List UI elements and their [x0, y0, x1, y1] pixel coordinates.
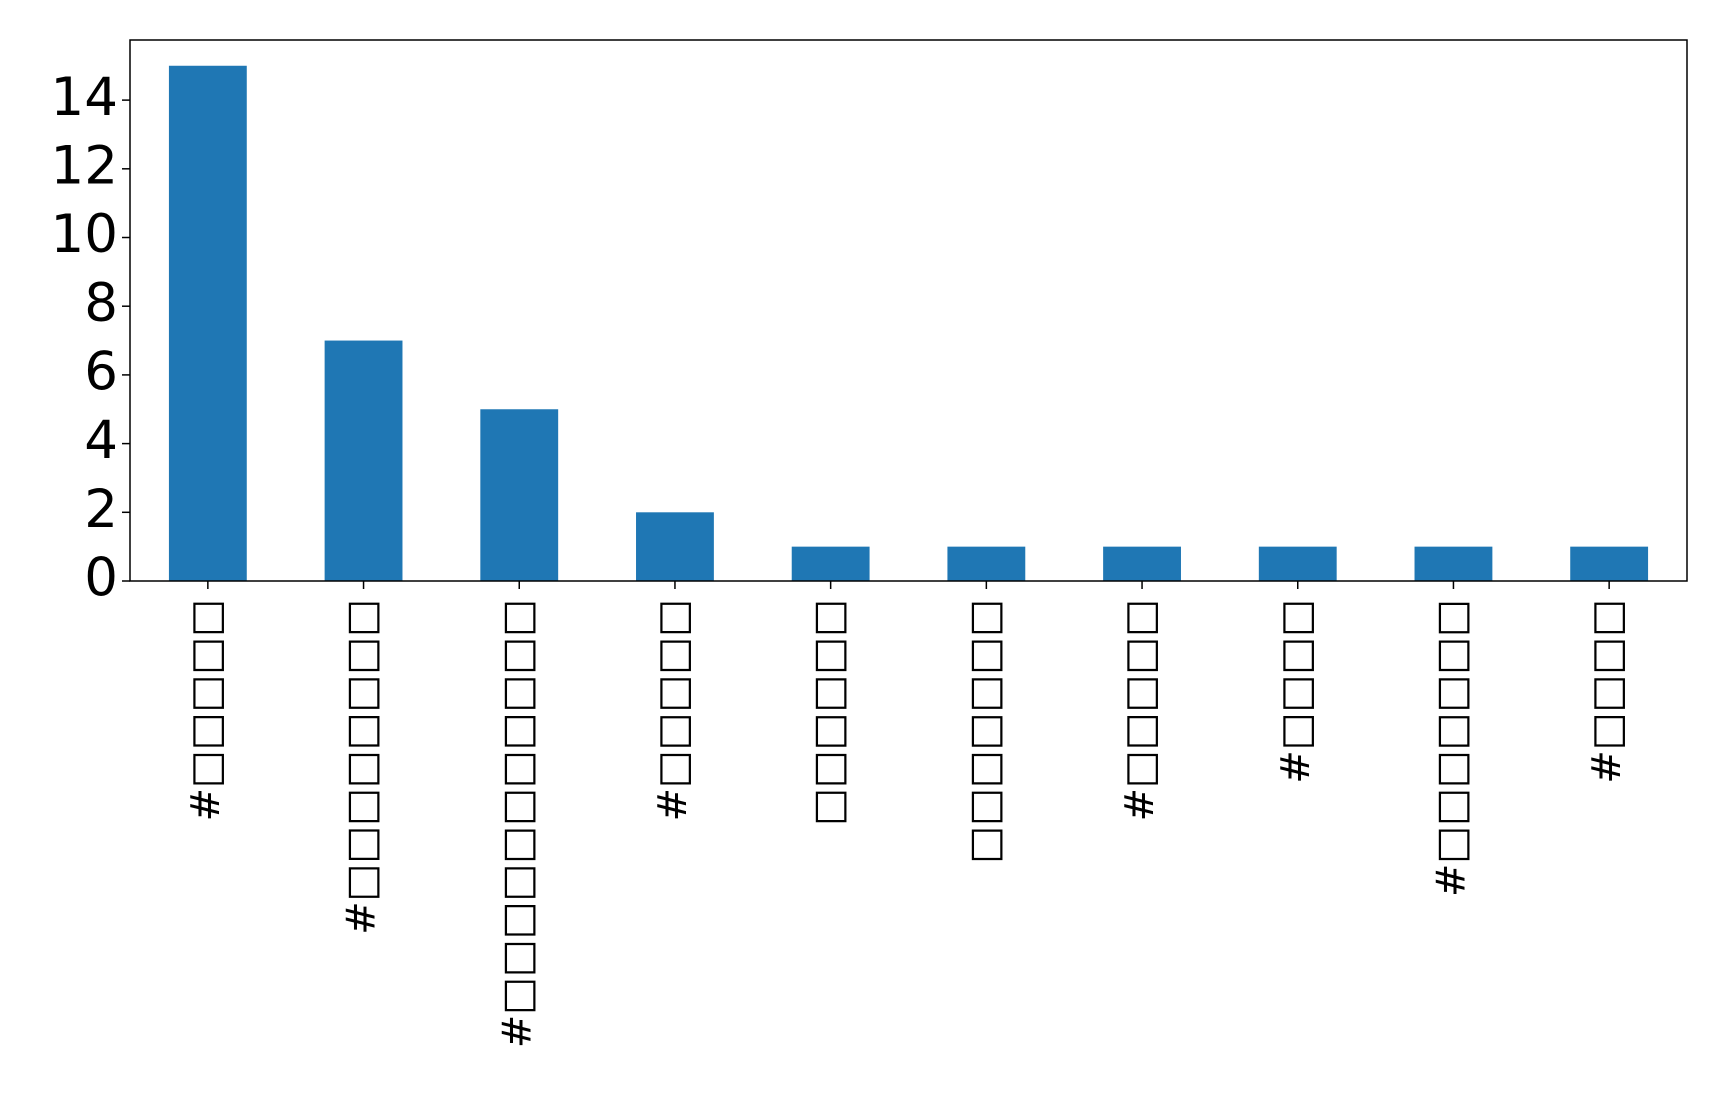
bar: [947, 546, 1026, 581]
y-tick-label: 0: [84, 548, 118, 609]
bar: [1103, 546, 1181, 581]
x-tick-label: #□□□□: [1584, 599, 1630, 784]
bar: [636, 512, 714, 581]
x-tick-label: #□□□□□: [183, 599, 229, 821]
bar: [791, 546, 870, 581]
y-tick-label: 10: [51, 204, 118, 265]
bar: [168, 65, 247, 581]
bar: [480, 409, 559, 581]
x-tick-label: □□□□□□: [806, 599, 852, 826]
x-tick-label: #□□□□: [1273, 599, 1319, 784]
y-tick-label: 12: [51, 135, 118, 196]
bar: [324, 340, 403, 581]
y-tick-label: 2: [84, 479, 118, 540]
x-tick-label: □□□□□□□: [961, 599, 1007, 864]
x-tick-label: #□□□□□: [650, 599, 696, 821]
y-tick-label: 14: [51, 67, 118, 128]
x-tick-label: #□□□□□□□: [1428, 599, 1474, 897]
plot-frame: [129, 39, 1688, 582]
x-tick-label: #□□□□□□□□: [339, 599, 385, 935]
x-tick-label: #□□□□□□□□□□□: [494, 599, 540, 1048]
y-tick-label: 6: [84, 342, 118, 403]
bar: [1414, 546, 1493, 581]
x-tick-label: #□□□□□: [1117, 599, 1163, 821]
bar: [1570, 546, 1649, 581]
y-tick-label: 4: [84, 410, 118, 471]
bar: [1258, 546, 1337, 581]
y-tick-label: 8: [84, 273, 118, 334]
